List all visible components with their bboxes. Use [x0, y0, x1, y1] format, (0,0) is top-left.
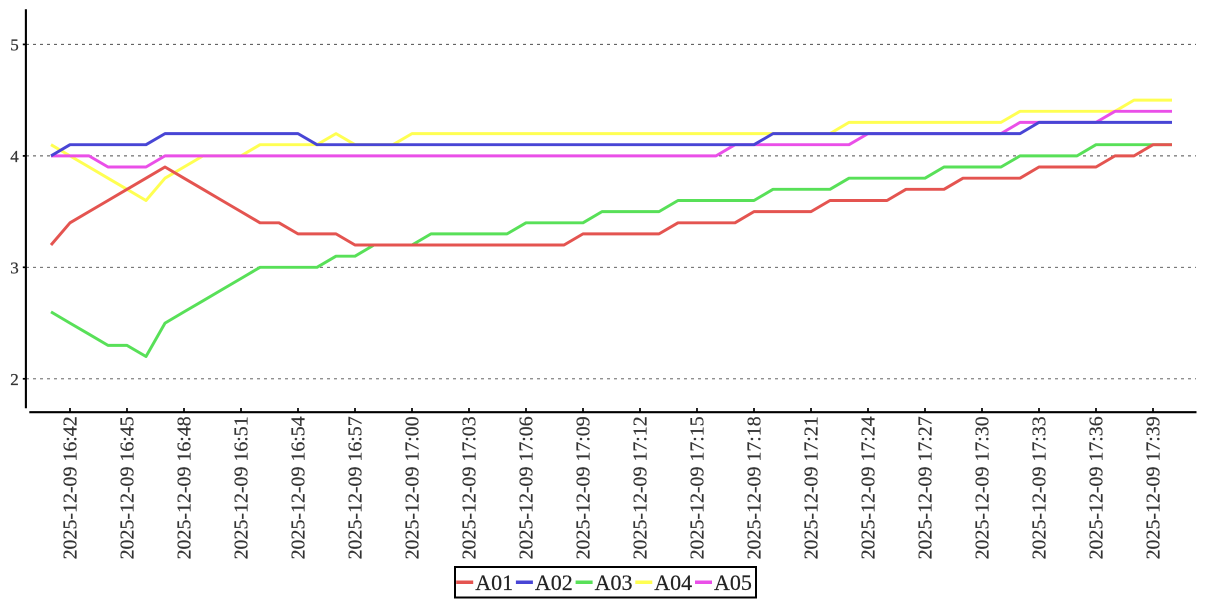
- svg-text:A02: A02: [535, 570, 573, 595]
- svg-text:2025-12-09 17:15: 2025-12-09 17:15: [686, 416, 708, 559]
- svg-text:2025-12-09 17:00: 2025-12-09 17:00: [401, 416, 423, 559]
- svg-text:A04: A04: [654, 570, 692, 595]
- svg-text:2025-12-09 16:57: 2025-12-09 16:57: [344, 416, 366, 559]
- svg-text:2025-12-09 16:48: 2025-12-09 16:48: [173, 416, 195, 559]
- svg-text:2025-12-09 17:27: 2025-12-09 17:27: [914, 416, 936, 559]
- svg-text:A01: A01: [475, 570, 513, 595]
- svg-text:2025-12-09 16:45: 2025-12-09 16:45: [116, 416, 138, 559]
- svg-text:2025-12-09 17:06: 2025-12-09 17:06: [515, 416, 537, 559]
- svg-text:2025-12-09 16:54: 2025-12-09 16:54: [287, 416, 309, 559]
- svg-text:2025-12-09 16:51: 2025-12-09 16:51: [230, 416, 252, 559]
- svg-text:4: 4: [10, 147, 19, 166]
- svg-text:A03: A03: [595, 570, 633, 595]
- svg-text:2025-12-09 17:03: 2025-12-09 17:03: [458, 416, 480, 559]
- svg-text:2025-12-09 17:30: 2025-12-09 17:30: [971, 416, 993, 559]
- svg-text:2025-12-09 17:21: 2025-12-09 17:21: [800, 416, 822, 559]
- svg-text:3: 3: [10, 258, 19, 277]
- svg-text:2025-12-09 17:33: 2025-12-09 17:33: [1028, 416, 1050, 559]
- svg-text:5: 5: [10, 36, 19, 55]
- svg-text:2025-12-09 17:18: 2025-12-09 17:18: [743, 416, 765, 559]
- svg-text:2025-12-09 17:24: 2025-12-09 17:24: [857, 416, 879, 559]
- svg-text:A05: A05: [714, 570, 752, 595]
- svg-text:2: 2: [10, 370, 19, 389]
- svg-text:2025-12-09 17:09: 2025-12-09 17:09: [572, 416, 594, 559]
- svg-text:2025-12-09 17:12: 2025-12-09 17:12: [629, 416, 651, 559]
- svg-text:2025-12-09 17:36: 2025-12-09 17:36: [1085, 416, 1107, 559]
- svg-text:2025-12-09 16:42: 2025-12-09 16:42: [59, 416, 81, 559]
- svg-text:2025-12-09 17:39: 2025-12-09 17:39: [1142, 416, 1164, 559]
